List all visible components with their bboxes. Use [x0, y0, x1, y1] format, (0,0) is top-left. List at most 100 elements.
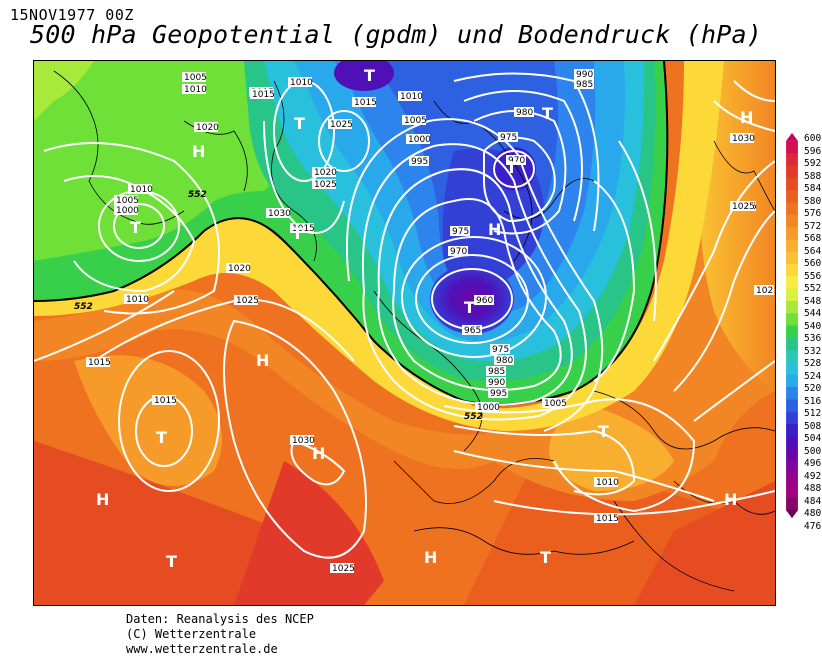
colorbar-label: 600 [804, 133, 822, 144]
colorbar-label: 552 [804, 283, 822, 294]
colorbar-label: 532 [804, 345, 822, 357]
colorbar-swatch [786, 288, 798, 302]
low-pressure-center: T [542, 104, 553, 123]
svg-text:1015: 1015 [154, 396, 177, 406]
colorbar-swatches [786, 133, 798, 519]
svg-text:1005: 1005 [404, 116, 427, 126]
geopotential-label: 552 [464, 412, 483, 422]
pressure-label: 1005 [402, 115, 427, 126]
pressure-label: 1025 [312, 179, 337, 190]
colorbar-label: 596 [804, 145, 822, 157]
svg-text:1010: 1010 [400, 92, 423, 102]
pressure-label: 1025 [330, 563, 355, 574]
pressure-label: 1015 [352, 97, 377, 108]
colorbar-swatch [786, 448, 798, 462]
credit-data-source: Daten: Reanalysis des NCEP [126, 612, 314, 626]
pressure-label: 995 [488, 388, 508, 399]
map-title: 500 hPa Geopotential (gpdm) und Bodendru… [30, 20, 763, 49]
svg-text:985: 985 [576, 80, 593, 90]
svg-text:985: 985 [488, 367, 505, 377]
pressure-label: 1015 [290, 223, 315, 234]
pressure-label: 1020 [226, 263, 251, 274]
low-center-core [430, 264, 514, 334]
svg-text:980: 980 [516, 108, 533, 118]
colorbar-label: 560 [804, 258, 822, 269]
pressure-label: 1015 [594, 513, 619, 524]
svg-text:1015: 1015 [596, 514, 619, 524]
colorbar-swatch [786, 337, 798, 351]
svg-text:1015: 1015 [292, 224, 315, 234]
svg-text:975: 975 [492, 345, 509, 355]
pressure-label: 1010 [288, 77, 313, 88]
low-pressure-center: T [166, 552, 177, 571]
svg-text:980: 980 [496, 356, 513, 366]
credit-copyright: (C) Wetterzentrale [126, 627, 257, 641]
colorbar-swatch [786, 214, 798, 228]
svg-text:1030: 1030 [292, 436, 315, 446]
pressure-label: 1005 [182, 72, 207, 83]
pressure-label: 1030 [290, 435, 315, 446]
lime-corner [34, 61, 94, 121]
geopotential-label: 552 [74, 302, 93, 312]
pressure-label: 1020 [312, 167, 337, 178]
low-pressure-center: T [294, 114, 305, 133]
pressure-label: 1000 [114, 205, 139, 216]
high-pressure-center: H [740, 108, 753, 127]
colorbar-swatch [786, 227, 798, 240]
pressure-label: 1000 [406, 134, 431, 145]
colorbar-swatch [786, 177, 798, 191]
svg-text:1015: 1015 [88, 358, 111, 368]
colorbar-swatch [786, 411, 798, 425]
east-trough-fill [549, 401, 674, 491]
pressure-label: 985 [486, 366, 506, 377]
svg-text:995: 995 [490, 389, 507, 399]
svg-text:995: 995 [411, 157, 428, 167]
svg-text:970: 970 [450, 247, 467, 257]
pressure-label: 980 [514, 107, 534, 118]
pressure-label: 1015 [250, 89, 275, 100]
svg-text:1010: 1010 [126, 295, 149, 305]
svg-text:1015: 1015 [252, 90, 275, 100]
colorbar-swatch [786, 251, 798, 265]
high-pressure-center: H [96, 490, 109, 509]
pressure-label: 1025 [234, 295, 259, 306]
high-pressure-center: H [724, 490, 737, 509]
colorbar-swatch [786, 497, 798, 511]
colorbar-swatch [786, 313, 798, 327]
svg-text:990: 990 [488, 378, 505, 388]
svg-text:1015: 1015 [354, 98, 377, 108]
pressure-label: 1005 [114, 195, 139, 206]
svg-text:990: 990 [576, 70, 593, 80]
colorbar-swatch [786, 202, 798, 216]
pressure-label: 965 [462, 325, 482, 336]
colorbar-swatch [786, 350, 798, 363]
colorbar-swatch [786, 190, 798, 203]
colorbar-swatch [786, 460, 798, 474]
pressure-label: 980 [494, 355, 514, 366]
low-pressure-center: T [130, 218, 141, 237]
svg-text:1020: 1020 [196, 123, 219, 133]
pressure-label: 102 [754, 285, 774, 296]
high-pressure-center: H [312, 444, 325, 463]
colorbar-label: 580 [804, 195, 822, 207]
svg-text:965: 965 [464, 326, 481, 336]
svg-text:1030: 1030 [268, 209, 291, 219]
colorbar-swatch [786, 140, 798, 154]
pressure-label: 1010 [398, 91, 423, 102]
colorbar-swatch [786, 263, 798, 277]
pressure-label: 975 [450, 226, 470, 237]
pressure-label: 1010 [128, 184, 153, 195]
pressure-label: 1015 [152, 395, 177, 406]
colorbar-label: 520 [804, 383, 822, 394]
credits: Daten: Reanalysis des NCEP (C) Wetterzen… [126, 612, 314, 657]
high-pressure-center: H [740, 108, 753, 127]
colorbar-label: 516 [804, 395, 822, 407]
svg-text:1010: 1010 [290, 78, 313, 88]
svg-text:1025: 1025 [236, 296, 259, 306]
high-pressure-center: H [192, 142, 205, 161]
colorbar-label: 500 [804, 445, 822, 457]
low-pressure-center: T [156, 428, 167, 447]
colorbar-label: 484 [804, 495, 822, 507]
colorbar-label: 524 [804, 370, 822, 382]
svg-text:1025: 1025 [732, 202, 755, 212]
